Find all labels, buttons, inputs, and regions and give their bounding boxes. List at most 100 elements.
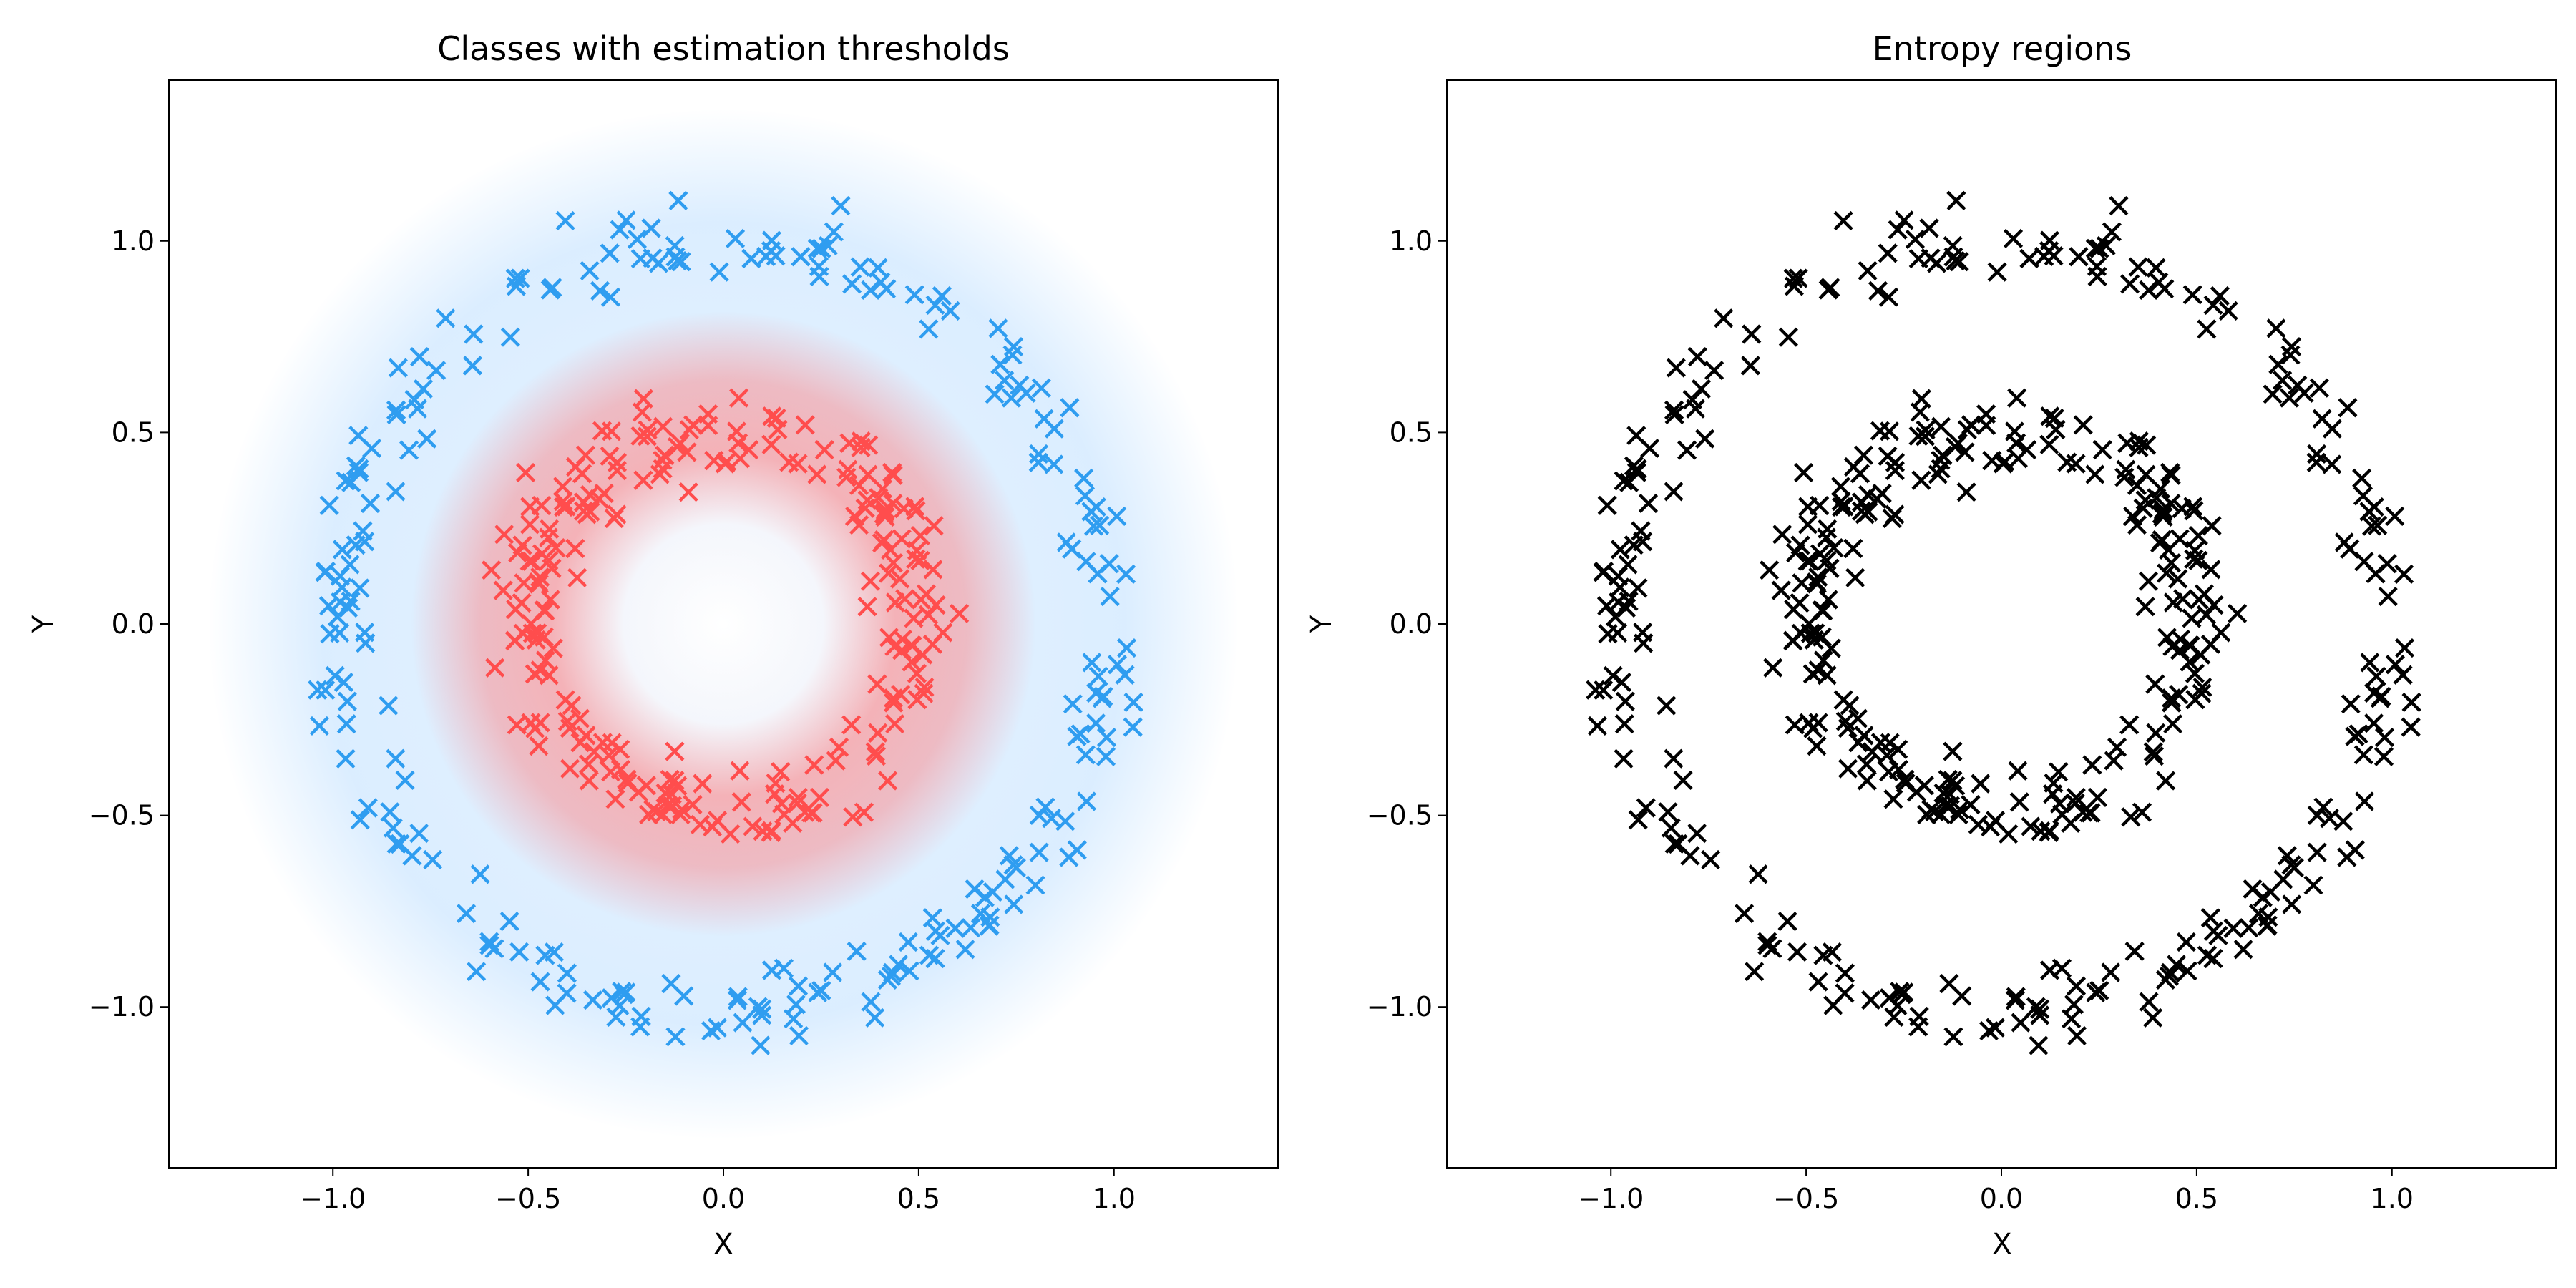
data-point (668, 776, 688, 796)
data-point (1638, 493, 1659, 514)
data-point (1802, 664, 1823, 684)
data-point (575, 445, 596, 465)
data-point (1783, 631, 1803, 651)
data-point (1619, 591, 1639, 612)
data-point (2360, 653, 2380, 673)
data-point (519, 514, 540, 535)
y-tick-label: 0.5 (1390, 416, 1433, 448)
data-point (945, 918, 965, 938)
data-point (409, 824, 429, 844)
data-point (1878, 243, 1898, 263)
data-point (2062, 1009, 2082, 1029)
data-point (327, 607, 347, 627)
data-point (1946, 251, 1966, 271)
data-point (386, 482, 406, 502)
data-point (729, 388, 749, 408)
data-point (423, 849, 443, 870)
data-point (529, 574, 549, 594)
data-point (2228, 603, 2248, 623)
x-axis-label-right: X (1992, 1228, 2011, 1261)
data-point (607, 461, 627, 481)
data-point (1870, 733, 1890, 753)
data-point (2138, 571, 2159, 591)
data-point (892, 640, 912, 660)
data-point (1116, 638, 1137, 658)
data-point (728, 433, 748, 453)
data-point (2046, 419, 2066, 440)
data-point (1664, 404, 1684, 425)
data-point (1594, 680, 1614, 701)
data-point (1908, 426, 1928, 446)
data-point (854, 802, 874, 822)
data-point (337, 691, 357, 711)
data-point (1628, 810, 1648, 830)
data-point (1880, 733, 1900, 753)
data-point (725, 228, 746, 248)
data-point (1822, 942, 1842, 962)
data-point (2082, 755, 2102, 775)
data-point (1821, 638, 1841, 658)
data-point (1784, 276, 1804, 296)
data-point (386, 748, 406, 769)
data-point (788, 976, 809, 996)
data-point (1587, 716, 1607, 736)
data-point (578, 754, 599, 774)
data-point (751, 1035, 771, 1055)
points-left (308, 190, 1143, 1055)
data-point (2263, 384, 2283, 404)
data-point (905, 497, 925, 517)
data-point (464, 324, 484, 344)
data-point (2268, 354, 2288, 374)
data-point (336, 714, 356, 734)
data-point (1921, 799, 1941, 820)
x-tick-label: 0.0 (1980, 1183, 2023, 1214)
data-point (348, 462, 369, 482)
data-point (1772, 525, 1792, 545)
data-point (579, 771, 599, 791)
data-point (940, 301, 960, 321)
data-point (546, 538, 566, 558)
data-point (890, 569, 910, 589)
data-point (2008, 449, 2028, 469)
data-point (388, 358, 408, 378)
data-point (2128, 257, 2148, 277)
data-point (849, 475, 869, 495)
data-point (1664, 400, 1684, 420)
data-point (600, 287, 621, 307)
data-point (2273, 370, 2293, 391)
data-point (824, 222, 844, 242)
data-point (552, 477, 573, 497)
data-point (493, 580, 513, 600)
data-point (540, 280, 560, 300)
data-point (1614, 748, 1634, 769)
data-point (637, 426, 658, 447)
data-point (1763, 658, 1783, 678)
data-point (633, 470, 653, 490)
data-point (727, 990, 747, 1010)
data-point (485, 658, 505, 678)
data-point (868, 258, 888, 278)
data-point (1041, 809, 1062, 829)
data-point (1885, 504, 1905, 525)
data-point (766, 773, 786, 794)
data-point (1748, 864, 1768, 884)
data-point (678, 482, 698, 502)
data-point (955, 940, 975, 960)
data-point (784, 1009, 804, 1029)
data-point (2338, 398, 2358, 418)
data-point (743, 816, 763, 836)
data-point (2394, 638, 2415, 658)
data-point (924, 516, 944, 536)
data-point (2150, 533, 2170, 553)
data-point (1115, 665, 1135, 685)
data-point (988, 318, 1008, 338)
data-point (2167, 955, 2187, 975)
data-point (2185, 663, 2205, 683)
data-point (789, 1025, 809, 1046)
data-point (530, 972, 550, 992)
data-point (2008, 761, 2028, 781)
data-point (648, 253, 669, 273)
data-point (1664, 482, 1684, 502)
data-point (1799, 614, 1819, 634)
data-point (580, 502, 600, 522)
